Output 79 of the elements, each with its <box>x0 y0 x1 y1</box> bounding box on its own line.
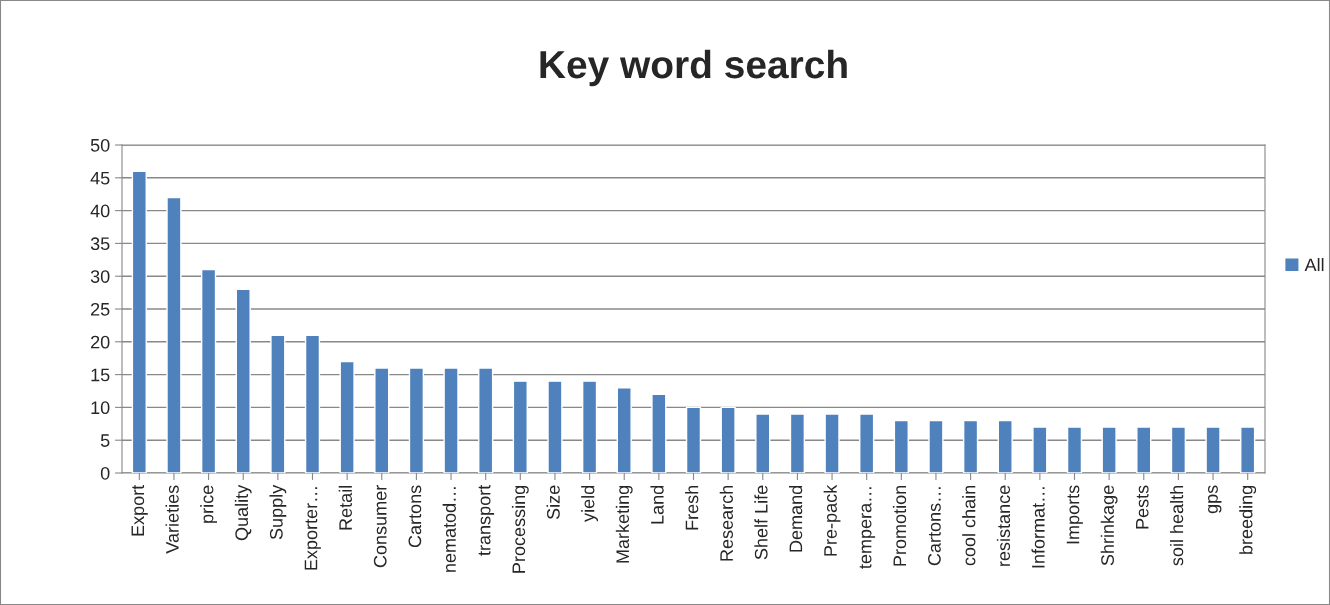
bar <box>755 413 771 473</box>
bar <box>685 406 702 473</box>
x-tick-label: Exporter… <box>304 487 321 570</box>
bar <box>928 419 944 473</box>
bar <box>997 419 1013 473</box>
bar <box>131 170 147 473</box>
y-tick-label: 25 <box>91 302 110 316</box>
bar <box>166 196 182 473</box>
bar <box>616 387 632 473</box>
x-tick-label: breeding <box>1239 485 1257 554</box>
x-tick-label: Marketing <box>615 485 633 563</box>
bar <box>1101 426 1117 473</box>
x-tick-label: Supply <box>269 484 287 540</box>
y-tick-label: 50 <box>90 138 110 152</box>
x-tick-label: soil health <box>1169 485 1184 566</box>
y-tick-label: 15 <box>91 368 110 382</box>
x-tick-label: Shelf Life <box>754 485 768 560</box>
x-tick-label: Demand <box>788 485 803 552</box>
x-tick-label: Imports <box>1066 485 1083 544</box>
y-tick-label: 40 <box>90 204 110 218</box>
bar <box>789 413 806 473</box>
bar <box>374 367 390 473</box>
bar <box>1066 426 1083 473</box>
x-tick-label: cool chain <box>962 485 976 566</box>
x-tick-label: resistance <box>996 485 1011 566</box>
chart-title: Key word search <box>540 49 847 87</box>
x-tick-label: price <box>200 485 218 523</box>
x-tick-label: Varieties <box>165 485 179 554</box>
bar <box>1136 426 1152 473</box>
x-tick-label: Cartons <box>408 485 422 548</box>
x-tick-label: Processing <box>511 485 529 573</box>
x-tick-label: Land <box>650 485 664 524</box>
bar <box>443 367 459 473</box>
bar <box>478 367 494 473</box>
x-tick-label: tempera… <box>859 487 876 569</box>
bar <box>1170 426 1187 473</box>
x-tick-label: Quality <box>234 484 252 541</box>
y-tick-label: 0 <box>100 466 110 480</box>
y-tick-label: 10 <box>91 401 110 415</box>
y-tick-label: 45 <box>90 171 110 185</box>
x-tick-label: nematod… <box>442 487 456 572</box>
bar <box>200 268 217 473</box>
bar <box>824 413 840 473</box>
x-tick-label: Shrinkage <box>1100 485 1118 566</box>
x-tick-label: transport <box>478 484 495 556</box>
bar <box>720 406 736 473</box>
bar <box>270 334 286 473</box>
bar <box>512 380 528 473</box>
bar <box>581 380 598 473</box>
x-tick-label: Research <box>719 485 733 561</box>
bar <box>547 380 563 473</box>
x-tick-label: Retail <box>338 486 352 530</box>
x-tick-label: Promotion <box>892 485 907 566</box>
x-tick-label: Pests <box>1136 485 1149 529</box>
legend-label: All <box>1304 257 1324 272</box>
x-tick-label: yield <box>581 485 599 522</box>
bar <box>304 334 321 473</box>
y-tick-label: 5 <box>100 434 110 447</box>
bar <box>893 419 909 473</box>
y-tick-label: 20 <box>91 335 110 349</box>
bar <box>1240 426 1256 473</box>
x-tick-label: Fresh <box>685 485 699 530</box>
x-tick-label: Informat… <box>1031 487 1045 568</box>
x-tick-label: Pre-pack <box>823 484 841 556</box>
bar <box>408 367 425 473</box>
bar <box>651 393 667 473</box>
y-tick-label: 30 <box>90 270 110 283</box>
x-tick-label: Size <box>546 485 560 520</box>
x-tick-label: Export <box>131 484 148 536</box>
bar <box>1205 426 1221 473</box>
x-tick-label: Consumer <box>373 485 387 568</box>
x-tick-label: gps <box>1208 485 1222 514</box>
bar <box>859 413 875 473</box>
x-tick-label: Cartons… <box>928 487 941 566</box>
y-tick-label: 35 <box>90 237 110 251</box>
bar <box>1032 426 1048 473</box>
bar <box>235 288 251 473</box>
bar <box>962 419 979 473</box>
bar <box>339 360 355 473</box>
